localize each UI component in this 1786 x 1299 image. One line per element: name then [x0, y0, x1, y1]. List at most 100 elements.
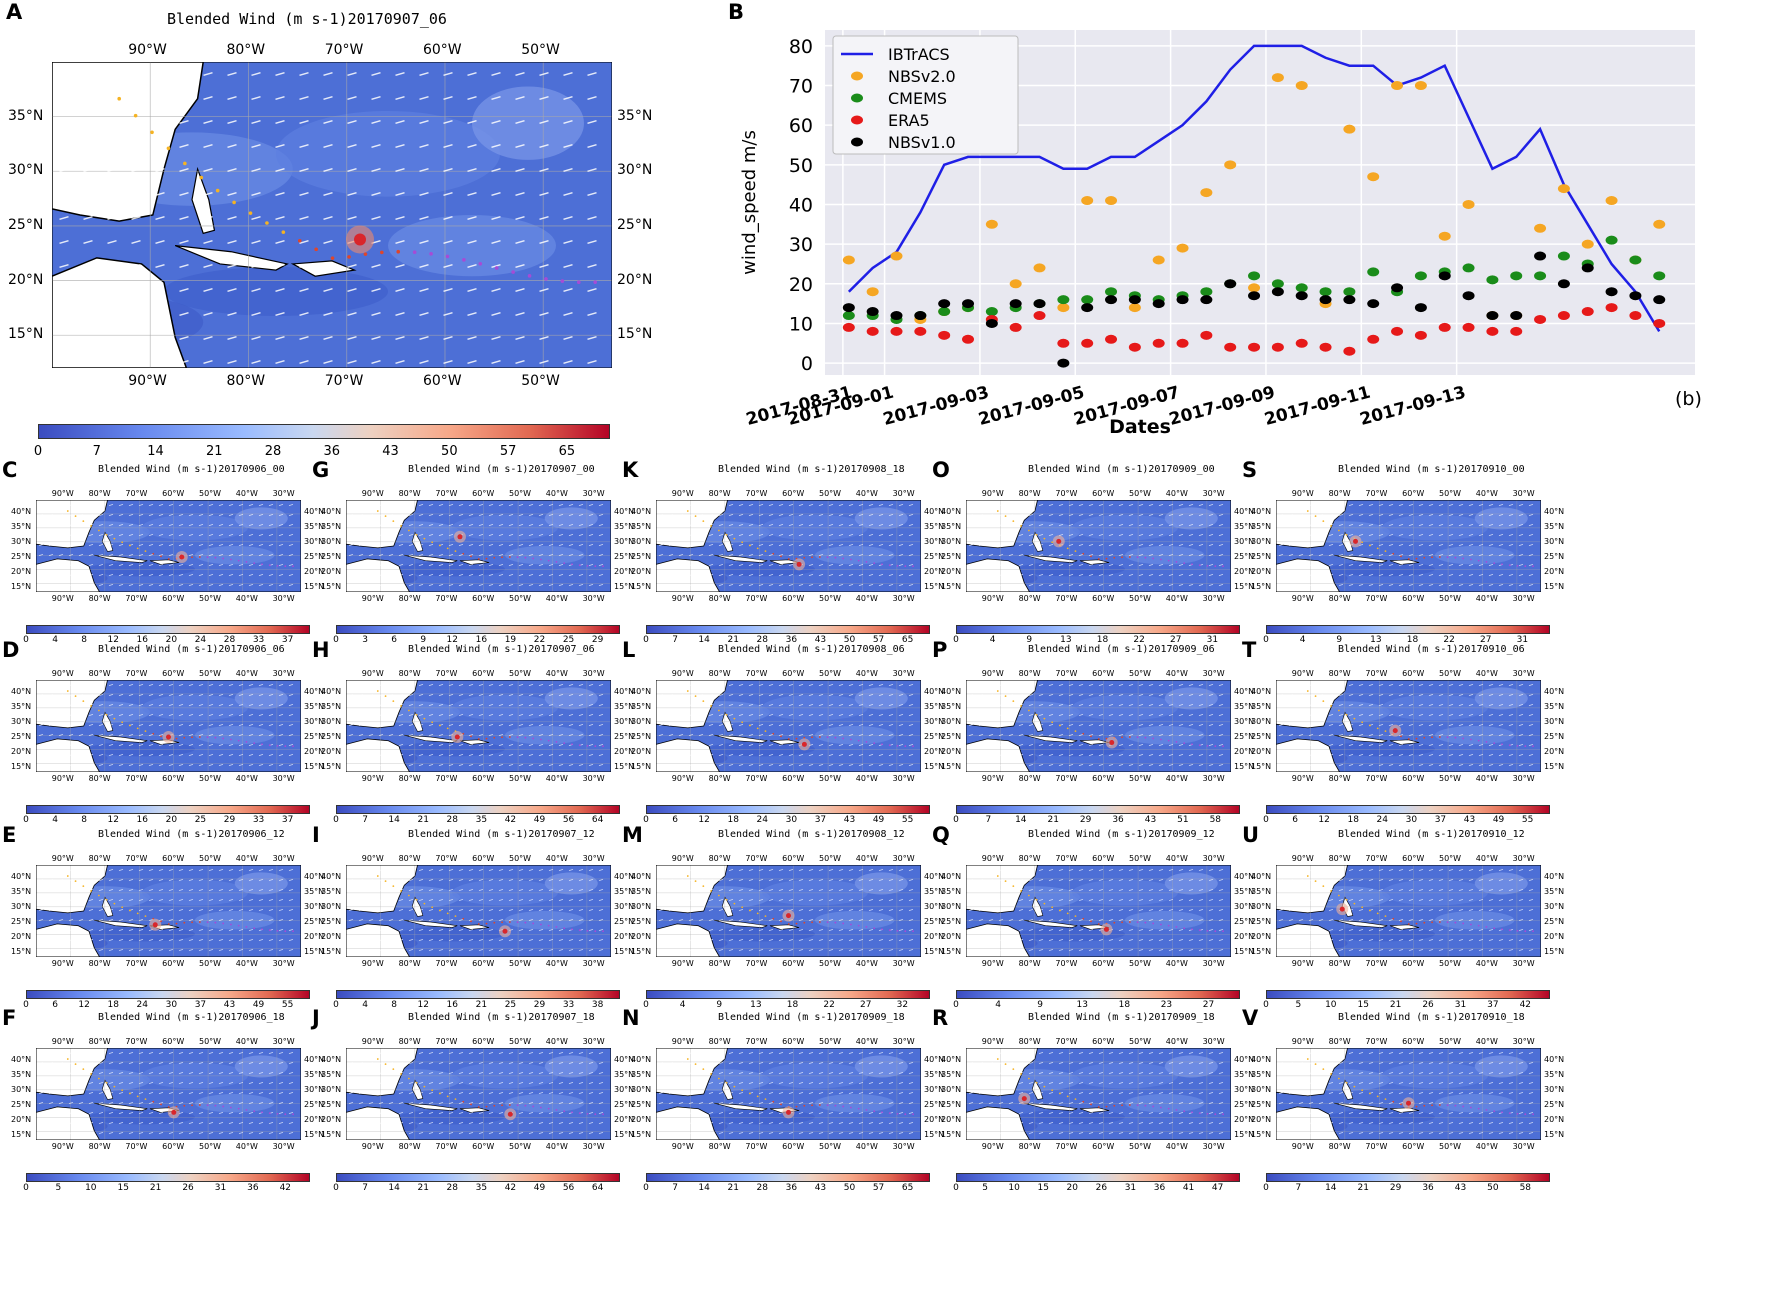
wind-arrow — [358, 939, 364, 941]
wind-arrow — [208, 544, 214, 546]
track-dot — [1198, 564, 1201, 567]
wind-arrow — [218, 724, 224, 726]
wind-arrow — [278, 869, 284, 871]
wind-arrow — [88, 899, 94, 901]
wind-arrow — [508, 544, 514, 546]
wind-arrow — [68, 1072, 74, 1074]
wind-arrow — [188, 899, 194, 901]
wind-arrow — [868, 879, 874, 881]
track-dot — [121, 541, 124, 544]
wind-arrow — [158, 764, 164, 766]
wind-arrow — [548, 939, 554, 941]
wind-arrow — [128, 939, 134, 941]
wind-arrow — [798, 724, 804, 726]
panel-title-f: Blended Wind (m s-1)20170906_18 — [98, 1012, 285, 1023]
wind-arrow — [1068, 524, 1074, 526]
wind-arrow — [798, 514, 804, 516]
wind-arrow — [138, 1092, 144, 1094]
wind-arrow — [708, 889, 714, 891]
wind-arrow — [868, 1112, 874, 1114]
wind-arrow — [688, 1092, 694, 1094]
wind-arrow — [108, 564, 114, 566]
wind-arrow — [498, 764, 504, 766]
wind-arrow — [251, 335, 261, 341]
wind-arrow — [358, 1132, 364, 1134]
wind-arrow — [1048, 544, 1054, 546]
wind-arrow — [598, 694, 604, 696]
wind-arrow — [188, 574, 194, 576]
wind-arrow — [538, 584, 544, 586]
wind-arrow — [488, 524, 494, 526]
small-lat-label-left: 30°N — [11, 1085, 32, 1095]
wind-arrow — [218, 949, 224, 951]
wind-arrow — [728, 1082, 734, 1084]
wind-arrow — [968, 544, 974, 546]
wind-arrow — [128, 879, 134, 881]
wind-arrow — [278, 1122, 284, 1124]
wind-arrow — [998, 534, 1004, 536]
wind-arrow — [208, 1102, 214, 1104]
wind-arrow — [48, 764, 54, 766]
wind-arrow — [838, 504, 844, 506]
wind-arrow — [588, 764, 594, 766]
wind-arrow — [563, 71, 573, 77]
wind-arrow — [348, 919, 354, 921]
wind-arrow — [1138, 514, 1144, 516]
small-colorbar-tick: 4 — [52, 635, 58, 645]
wind-arrow — [158, 504, 164, 506]
wind-arrow — [1168, 534, 1174, 536]
wind-arrow — [798, 694, 804, 696]
wind-arrow — [818, 879, 824, 881]
wind-arrow — [678, 869, 684, 871]
wind-arrow — [378, 919, 384, 921]
wind-arrow — [288, 764, 294, 766]
wind-arrow — [1208, 534, 1214, 536]
track-dot — [904, 745, 907, 748]
wind-arrow — [478, 899, 484, 901]
wind-arrow — [688, 754, 694, 756]
small-lat-label-left: 25°N — [321, 731, 342, 741]
small-colorbar-tick: 18 — [727, 815, 739, 825]
track-dot — [710, 1073, 713, 1075]
wind-arrow — [738, 869, 744, 871]
wind-arrow — [128, 1132, 134, 1134]
storm-center — [354, 233, 366, 246]
wind-arrow — [88, 939, 94, 941]
wind-arrow — [778, 1052, 784, 1054]
wind-arrow — [688, 764, 694, 766]
wind-arrow — [418, 869, 424, 871]
wind-arrow — [718, 899, 724, 901]
wind-arrow — [708, 1072, 714, 1074]
hispaniola-island — [459, 924, 490, 930]
wind-arrow — [588, 754, 594, 756]
small-lat-label-left: 25°N — [321, 1099, 342, 1109]
point-cmems — [1367, 267, 1380, 277]
wind-arrow — [68, 899, 74, 901]
wind-arrow — [818, 514, 824, 516]
wind-arrow — [1038, 534, 1044, 536]
wind-arrow — [898, 919, 904, 921]
wind-arrow — [1138, 584, 1144, 586]
wind-arrow — [203, 215, 213, 221]
wind-arrow — [68, 584, 74, 586]
wind-arrow — [268, 1062, 274, 1064]
wind-arrow — [118, 504, 124, 506]
wind-arrow — [107, 263, 117, 269]
wind-arrow — [908, 714, 914, 716]
wind-arrow — [1178, 534, 1184, 536]
wind-arrow — [868, 899, 874, 901]
wind-arrow — [808, 899, 814, 901]
wind-arrow — [878, 754, 884, 756]
wind-arrow — [1148, 554, 1154, 556]
wind-arrow — [448, 504, 454, 506]
wind-arrow — [1048, 554, 1054, 556]
wind-arrow — [58, 724, 64, 726]
wind-arrow — [1058, 554, 1064, 556]
wind-arrow — [107, 239, 117, 245]
small-lat-label-left: 20°N — [631, 746, 652, 756]
wind-arrow — [588, 684, 594, 686]
small-lon-label-bottom: 50°W — [508, 1142, 532, 1151]
wind-arrow — [598, 1132, 604, 1134]
wind-arrow — [688, 939, 694, 941]
track-dot — [594, 745, 597, 748]
